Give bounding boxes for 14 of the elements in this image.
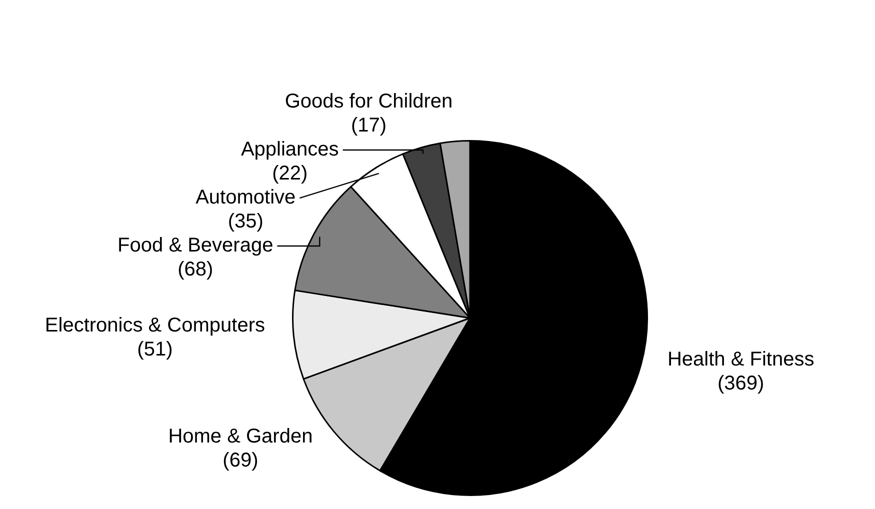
slice-label: Automotive: [196, 186, 296, 209]
slice-label: Goods for Children: [284, 90, 453, 113]
slice-label: Electronics & Computers: [44, 314, 265, 336]
data-label: (22): [272, 162, 308, 185]
data-label: (35): [228, 210, 264, 233]
data-label: (17): [350, 114, 387, 137]
data-label: (51): [137, 338, 173, 360]
data-label: (68): [178, 258, 214, 281]
data-label: (69): [222, 450, 258, 472]
data-label: (369): [717, 372, 764, 394]
slice-label: Home & Garden: [168, 426, 313, 448]
slice-label: Appliances: [240, 138, 339, 161]
slice-label: Health & Fitness: [667, 348, 814, 370]
slice-label: Food & Beverage: [118, 234, 274, 257]
